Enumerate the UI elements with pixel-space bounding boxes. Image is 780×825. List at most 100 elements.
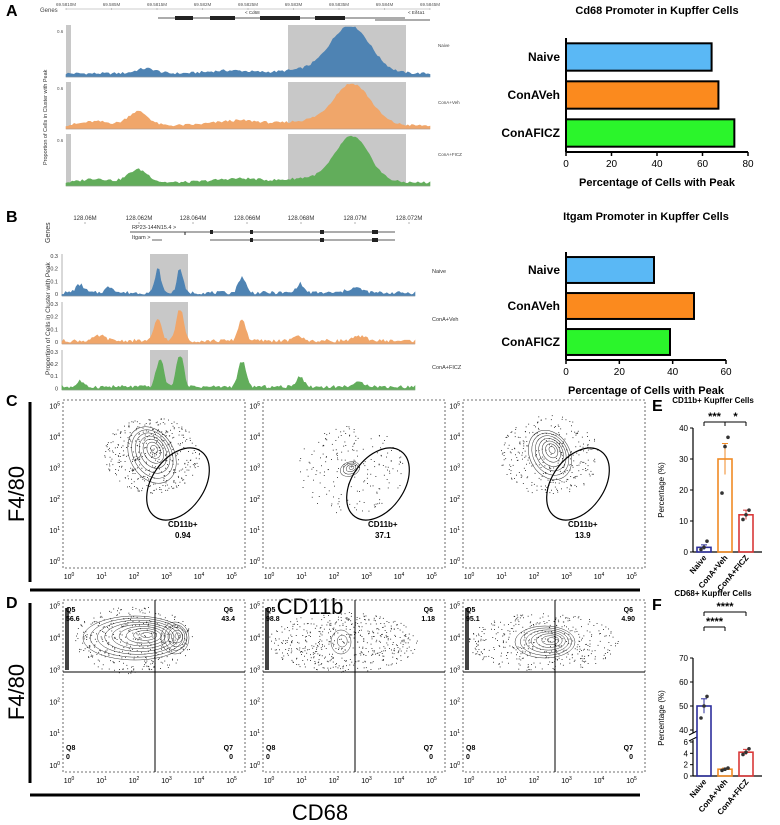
event-dot [580, 474, 582, 475]
event-dot [584, 661, 585, 663]
event-dot [363, 502, 365, 503]
event-dot [142, 646, 144, 648]
event-dot [562, 473, 564, 475]
event-dot [523, 617, 524, 619]
event-dot [392, 644, 394, 645]
event-dot [512, 628, 514, 630]
event-dot [566, 487, 568, 489]
event-dot [335, 440, 337, 441]
event-dot [145, 442, 147, 444]
event-dot [168, 435, 170, 437]
event-dot [108, 641, 110, 643]
y-log-tick: 103 [249, 665, 260, 674]
y-tick-label: 40 [679, 726, 688, 735]
x-log-tick: 101 [296, 776, 307, 785]
event-dot [524, 644, 526, 646]
event-dot [146, 665, 148, 667]
event-dot [112, 464, 114, 466]
event-dot [533, 642, 535, 643]
event-dot [145, 447, 147, 449]
event-dot [152, 434, 154, 436]
event-dot [528, 666, 530, 668]
event-dot [368, 619, 370, 621]
event-dot [405, 634, 407, 635]
event-dot [389, 472, 391, 474]
event-dot [109, 456, 111, 458]
event-dot [580, 666, 582, 668]
event-dot [120, 609, 121, 611]
event-dot [354, 476, 356, 478]
y-tick-label: 4 [684, 749, 689, 758]
event-dot [561, 445, 563, 447]
event-dot [138, 637, 140, 639]
y-log-tick: 101 [249, 526, 260, 535]
event-dot [351, 624, 352, 625]
event-dot [144, 608, 146, 610]
event-dot [575, 434, 577, 436]
y-axis-title: Percentage (%) [657, 462, 666, 518]
event-dot [137, 634, 139, 636]
event-dot [570, 484, 572, 486]
event-dot [148, 650, 149, 652]
event-dot [379, 667, 381, 669]
event-dot [584, 648, 585, 650]
event-dot [353, 626, 355, 628]
event-dot [307, 623, 309, 624]
event-dot [510, 466, 512, 467]
event-dot [292, 640, 293, 642]
x-tick-label: 80 [742, 159, 754, 170]
event-dot [189, 437, 191, 439]
event-dot [313, 623, 315, 625]
event-dot [526, 655, 528, 657]
event-dot [99, 649, 101, 651]
event-dot [80, 649, 82, 651]
event-dot [522, 458, 523, 460]
event-dot [100, 612, 101, 614]
event-dot [525, 455, 527, 457]
event-dot [587, 623, 589, 625]
event-dot [116, 614, 118, 616]
event-dot [304, 666, 306, 668]
event-dot [523, 443, 525, 445]
event-dot [132, 461, 133, 462]
event-dot [554, 636, 555, 637]
event-dot [363, 667, 365, 669]
event-dot [528, 645, 530, 647]
event-dot [576, 465, 578, 466]
event-dot [353, 664, 355, 666]
event-dot [402, 639, 404, 641]
event-dot [114, 447, 116, 449]
event-dot [325, 438, 327, 440]
event-dot [120, 431, 122, 433]
event-dot [304, 650, 306, 652]
event-dot [576, 631, 578, 632]
event-dot [82, 642, 84, 644]
density-contour [135, 432, 171, 474]
event-dot [309, 462, 311, 464]
event-dot [400, 456, 402, 458]
event-dot [92, 656, 93, 658]
event-dot [400, 462, 401, 463]
event-dot [402, 646, 404, 648]
event-dot [362, 647, 364, 649]
event-dot [347, 619, 349, 620]
chart-title: CD68+ Kupffer Cells [674, 589, 752, 598]
event-dot [349, 664, 351, 666]
event-dot [609, 635, 610, 637]
event-dot [473, 633, 474, 634]
event-dot [371, 648, 373, 649]
x-log-tick: 100 [64, 776, 75, 785]
event-dot [104, 652, 106, 654]
event-dot [130, 650, 131, 652]
event-dot [344, 649, 346, 651]
event-dot [177, 626, 178, 628]
event-dot [321, 655, 323, 657]
event-dot [514, 447, 515, 449]
event-dot [408, 637, 410, 639]
event-dot [378, 464, 380, 466]
event-dot [150, 663, 152, 665]
event-dot [83, 636, 85, 638]
event-dot [573, 660, 575, 662]
event-dot [157, 659, 159, 660]
event-dot [144, 612, 146, 614]
